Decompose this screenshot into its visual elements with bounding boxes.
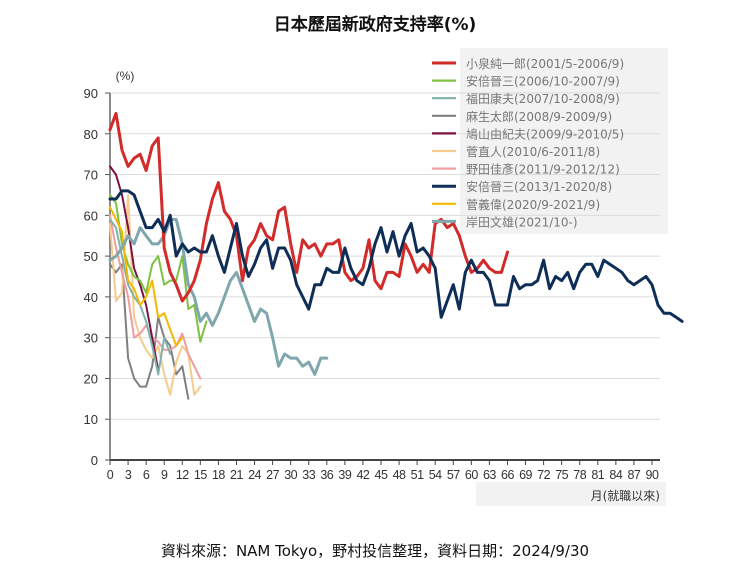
y-tick-label: 70 (84, 168, 98, 183)
x-tick-label: 27 (266, 468, 279, 482)
legend-label: 福田康夫(2007/10-2008/9) (466, 91, 620, 106)
y-tick-label: 60 (84, 208, 98, 223)
x-tick-label: 36 (320, 468, 333, 482)
x-tick-label: 72 (537, 468, 550, 482)
series-line-8 (109, 206, 184, 347)
y-tick-label: 40 (84, 290, 98, 305)
series-line-0 (108, 111, 509, 303)
legend-label: 小泉純一郎(2001/5-2006/9) (466, 57, 624, 71)
y-tick-label: 0 (91, 453, 98, 468)
x-tick-label: 81 (591, 468, 604, 482)
x-tick-label: 69 (519, 468, 532, 482)
x-tick-label: 78 (573, 468, 586, 482)
x-tick-label: 30 (284, 468, 297, 482)
legend-label: 菅直人(2010/6-2011/8) (466, 145, 600, 159)
chart-title: 日本歷屆新政府支持率(%) (273, 15, 477, 35)
x-tick-label: 45 (375, 468, 388, 482)
x-tick-label: 75 (555, 468, 568, 482)
y-tick-label: 30 (84, 331, 98, 346)
series-line-4 (109, 165, 160, 372)
x-tick-label: 3 (125, 468, 132, 482)
legend-label: 安倍晉三(2013/1-2020/8) (466, 179, 612, 194)
legend-label: 安倍晉三(2006/10-2007/9) (466, 74, 620, 89)
x-tick-label: 0 (107, 468, 114, 482)
y-tick-label: 10 (84, 412, 98, 427)
x-tick-label: 84 (609, 468, 622, 482)
x-tick-label: 18 (212, 468, 225, 482)
legend-label: 野田佳彥(2011/9-2012/12) (466, 162, 620, 177)
x-tick-label: 12 (176, 468, 189, 482)
series-line-7 (108, 189, 684, 323)
x-tick-label: 63 (483, 468, 496, 482)
x-axis-label: 月(就職以來) (591, 489, 660, 503)
series-line-6 (109, 214, 202, 380)
legend-label: 岸田文雄(2021/10-) (466, 214, 578, 229)
series-line-9 (108, 217, 329, 376)
x-tick-label: 51 (411, 468, 424, 482)
x-tick-label: 9 (161, 468, 168, 482)
x-tick-label: 33 (302, 468, 315, 482)
x-tick-label: 15 (194, 468, 207, 482)
source-footer: 資料來源：NAM Tokyo，野村投信整理，資料日期：2024/9/30 (160, 542, 590, 560)
x-tick-label: 24 (248, 468, 261, 482)
legend-label: 鳩山由紀夫(2009/9-2010/5) (466, 127, 624, 141)
x-tick-label: 66 (501, 468, 514, 482)
y-tick-label: 20 (84, 371, 98, 386)
legend-label: 麻生太郎(2008/9-2009/9) (466, 109, 612, 124)
x-tick-label: 57 (447, 468, 460, 482)
xlabel-background (476, 482, 666, 506)
x-tick-label: 6 (143, 468, 150, 482)
legend-label: 菅義偉(2020/9-2021/9) (466, 197, 600, 212)
y-tick-label: 80 (84, 127, 98, 142)
x-tick-label: 39 (338, 468, 351, 482)
x-tick-label: 54 (429, 468, 442, 482)
y-axis-label: (%) (116, 69, 135, 83)
x-tick-label: 90 (646, 468, 659, 482)
x-tick-label: 21 (230, 468, 243, 482)
x-tick-label: 48 (393, 468, 406, 482)
x-tick-label: 42 (356, 468, 369, 482)
x-tick-label: 60 (465, 468, 478, 482)
y-tick-label: 90 (84, 86, 98, 101)
x-tick-label: 87 (627, 468, 640, 482)
legend-background (460, 48, 668, 234)
y-tick-label: 50 (84, 249, 98, 264)
